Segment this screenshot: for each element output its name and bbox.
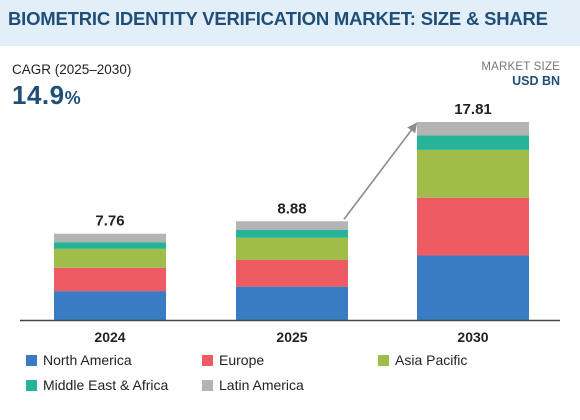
legend-label: Latin America — [219, 377, 304, 393]
chart-card: CAGR (2025–2030) 14.9% MARKET SIZE USD B… — [0, 46, 580, 420]
bar-segment-2025-north-america — [236, 286, 348, 320]
legend-swatch — [202, 354, 213, 366]
x-tick-label-2030: 2030 — [457, 329, 488, 345]
legend-item-middle-east-africa: Middle East & Africa — [26, 377, 202, 393]
bar-segment-2024-europe — [54, 267, 166, 292]
chart-legend: North America Europe Asia Pacific Middle Ea… — [26, 352, 566, 393]
bar-total-label-2025: 8.88 — [277, 200, 306, 217]
chart-title: BIOMETRIC IDENTITY VERIFICATION MARKET: … — [8, 8, 548, 29]
x-tick-label-2025: 2025 — [276, 329, 307, 345]
bar-segment-2025-asia-pacific — [236, 237, 348, 260]
legend-item-north-america: North America — [26, 352, 202, 368]
legend-item-latin-america: Latin America — [202, 377, 378, 393]
legend-swatch — [26, 354, 37, 366]
cagr-label: CAGR (2025–2030) — [12, 62, 132, 77]
legend-label: Middle East & Africa — [43, 377, 169, 393]
market-size-unit: USD BN — [512, 74, 560, 88]
legend-item-europe: Europe — [202, 352, 378, 368]
bar-total-label-2024: 7.76 — [95, 213, 124, 230]
bar-segment-2024-latin-america — [54, 233, 166, 243]
legend-item-asia-pacific: Asia Pacific — [378, 352, 554, 368]
legend-swatch — [202, 379, 213, 391]
bar-segment-2030-middle-east-africa — [417, 135, 529, 150]
bar-segment-2025-europe — [236, 259, 348, 287]
bar-segment-2025-latin-america — [236, 221, 348, 230]
legend-label: North America — [43, 352, 132, 368]
x-tick-label-2024: 2024 — [94, 329, 125, 345]
stacked-bar-chart: 7.76 2024 8.88 2025 17.81 2030 — [20, 101, 560, 345]
market-size-block: MARKET SIZE USD BN — [481, 61, 560, 88]
bar-segment-2030-latin-america — [417, 122, 529, 136]
cagr-number: 14.9 — [12, 80, 65, 110]
legend-label: Europe — [219, 352, 265, 368]
legend-swatch — [378, 354, 389, 366]
legend-swatch — [26, 379, 37, 391]
bar-total-label-2030: 17.81 — [454, 101, 492, 118]
bar-segment-2024-north-america — [54, 291, 166, 320]
legend-label: Asia Pacific — [395, 352, 468, 368]
bar-segment-2024-middle-east-africa — [54, 242, 166, 249]
bar-segment-2025-middle-east-africa — [236, 229, 348, 238]
bar-segment-2024-asia-pacific — [54, 248, 166, 268]
growth-arrow — [343, 122, 418, 220]
cagr-value: 14.9% — [12, 80, 81, 111]
bar-segment-2030-north-america — [417, 255, 529, 320]
bar-segment-2030-asia-pacific — [417, 149, 529, 198]
cagr-unit: % — [64, 88, 82, 108]
market-size-label: MARKET SIZE — [481, 61, 560, 73]
bar-segment-2030-europe — [417, 197, 529, 256]
